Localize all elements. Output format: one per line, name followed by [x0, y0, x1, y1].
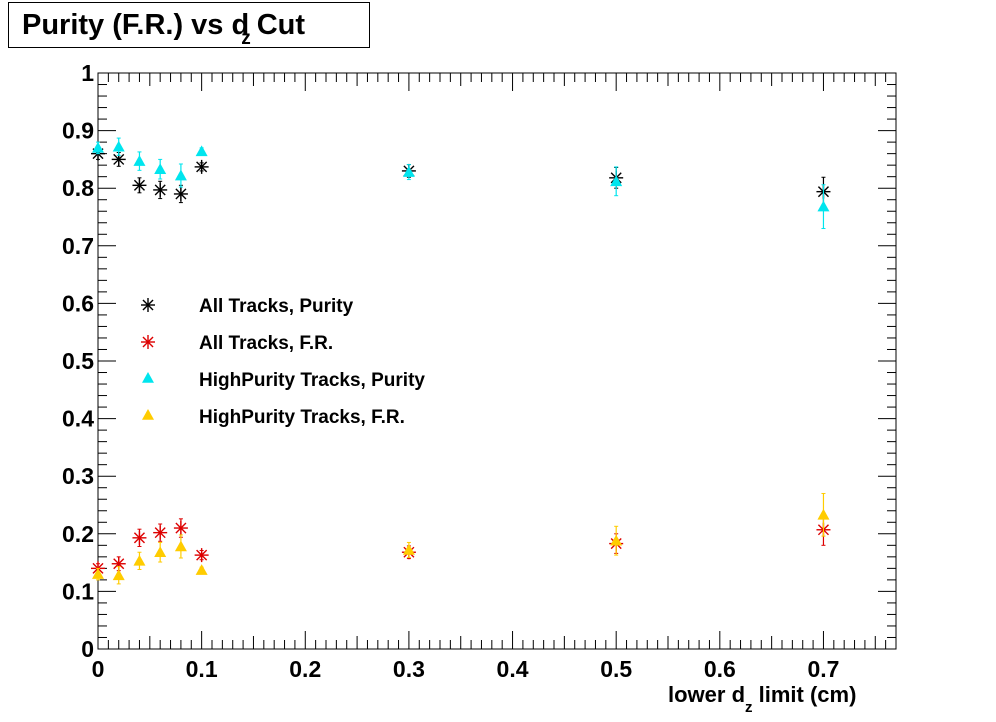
x-axis-label-sub: z: [745, 699, 753, 716]
data-point-triangle: [154, 163, 167, 174]
legend-marker: [141, 298, 155, 312]
data-point-triangle: [92, 568, 104, 579]
legend-marker: [142, 409, 154, 420]
y-tick-label: 0.3: [62, 463, 94, 489]
data-point-triangle: [402, 166, 415, 177]
y-tick-label: 1: [81, 60, 94, 86]
legend-label: HighPurity Tracks, F.R.: [199, 407, 405, 428]
x-axis-label-tail: limit (cm): [753, 682, 857, 707]
chart-title-tail: Cut: [257, 9, 306, 41]
x-tick-label: 0.4: [497, 656, 529, 682]
data-point-triangle: [154, 546, 167, 558]
legend-marker: [142, 372, 154, 383]
data-point-triangle: [195, 564, 208, 575]
data-point-triangle: [817, 200, 830, 212]
chart-title: Purity (F.R.) vs dz Cut: [22, 9, 305, 49]
data-point-star: [111, 152, 126, 167]
data-point-triangle: [174, 540, 187, 552]
axis-ticks: [97, 72, 897, 650]
x-tick-label: 0: [92, 656, 105, 682]
data-point-triangle: [174, 169, 187, 181]
x-axis-label-main: lower d: [668, 682, 745, 707]
x-tick-label: 0.6: [704, 656, 736, 682]
tick-labels: 0 0.1 0.2 0.3 0.4 0.5 0.6 0.7 0.8 0.9 1 0 0.1 0.2 0.3 0…: [62, 60, 839, 682]
y-tick-label: 0.2: [62, 521, 94, 547]
x-axis-label: lower dz limit (cm): [668, 682, 856, 716]
x-tick-label: 0.5: [600, 656, 632, 682]
data-point-star: [153, 525, 168, 540]
chart-title-main: Purity (F.R.) vs d: [22, 9, 249, 41]
data-point-triangle: [610, 175, 623, 187]
data-point-star: [194, 548, 209, 563]
y-tick-label: 0.5: [62, 348, 94, 374]
legend-marker: [141, 335, 155, 349]
y-tick-label: 0.9: [62, 118, 94, 144]
data-point-triangle: [92, 141, 104, 153]
data-point-star: [173, 521, 188, 536]
data-point-triangle: [610, 534, 623, 546]
legend-label: HighPurity Tracks, Purity: [199, 370, 425, 391]
chart-title-sub: z: [241, 28, 251, 49]
data-point-triangle: [133, 155, 146, 166]
y-tick-label: 0: [81, 636, 94, 662]
x-tick-label: 0.1: [186, 656, 218, 682]
data-point-triangle: [133, 554, 146, 566]
data-point-star: [132, 530, 147, 545]
plot-frame: [97, 72, 897, 650]
legend: All Tracks, Purity All Tracks, F.R. HighPu…: [141, 296, 425, 428]
x-tick-label: 0.2: [289, 656, 321, 682]
data-point-triangle: [402, 543, 415, 555]
y-tick-label: 0.4: [62, 406, 94, 432]
data-point-triangle: [112, 569, 125, 581]
y-tick-label: 0.6: [62, 290, 94, 316]
data-point-star: [173, 186, 188, 201]
y-tick-label: 0.7: [62, 233, 94, 259]
chart-title-box: [8, 2, 370, 48]
data-point-triangle: [195, 145, 208, 157]
data-point-star: [153, 182, 168, 197]
data-markers: [91, 137, 831, 585]
legend-label: All Tracks, Purity: [199, 296, 354, 317]
legend-label: All Tracks, F.R.: [199, 333, 333, 354]
data-point-triangle: [817, 508, 830, 520]
data-point-star: [194, 159, 209, 174]
data-point-star: [132, 178, 147, 193]
y-tick-label: 0.8: [62, 175, 94, 201]
x-tick-label: 0.3: [393, 656, 425, 682]
y-tick-label: 0.1: [62, 578, 94, 604]
data-point-triangle: [112, 140, 125, 152]
x-tick-label: 0.7: [807, 656, 839, 682]
